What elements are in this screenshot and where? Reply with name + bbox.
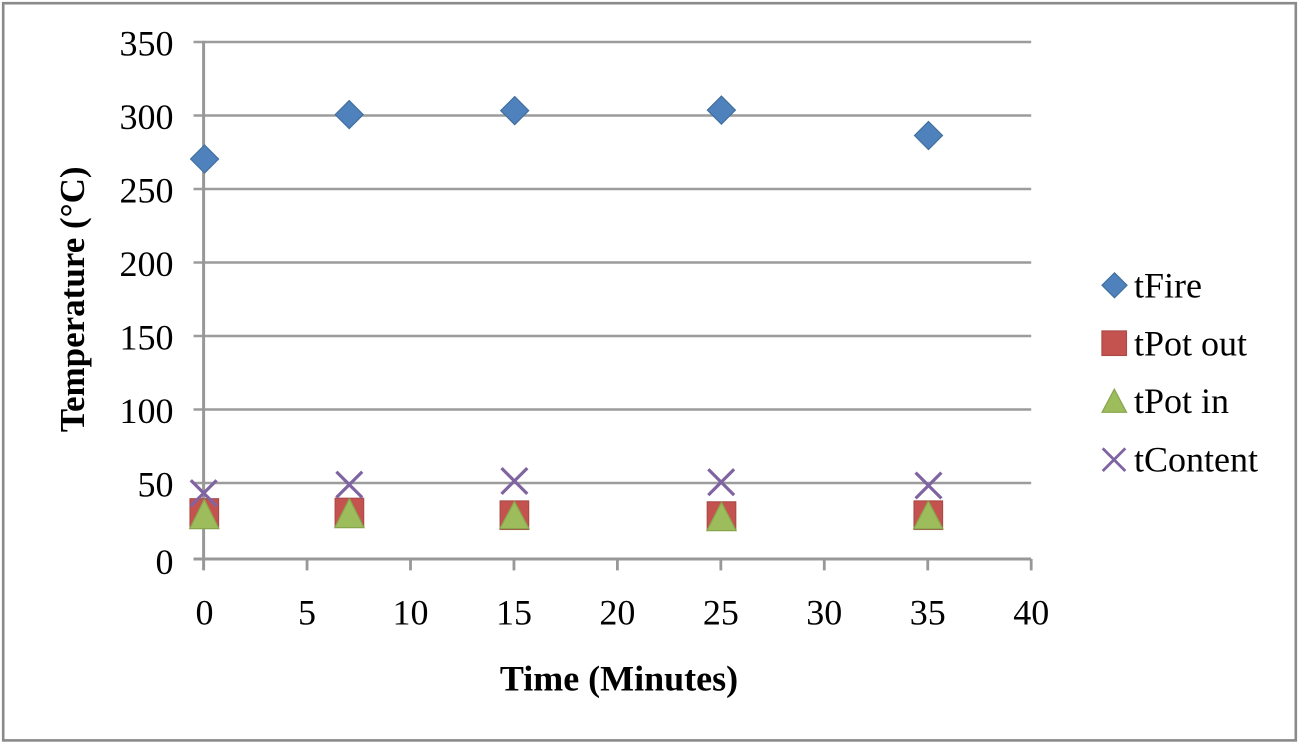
svg-text:25: 25 [703, 593, 739, 633]
svg-text:30: 30 [806, 593, 842, 633]
svg-text:100: 100 [120, 391, 174, 431]
svg-text:350: 350 [120, 24, 174, 64]
svg-text:150: 150 [120, 318, 174, 358]
svg-text:20: 20 [599, 593, 635, 633]
svg-text:tPot in: tPot in [1134, 381, 1229, 421]
svg-text:tPot out: tPot out [1134, 324, 1247, 364]
svg-text:5: 5 [298, 593, 316, 633]
svg-text:tContent: tContent [1134, 440, 1258, 480]
svg-text:Temperature (°C): Temperature (°C) [53, 166, 92, 432]
svg-text:0: 0 [196, 593, 214, 633]
svg-text:50: 50 [138, 465, 174, 505]
svg-text:250: 250 [120, 171, 174, 211]
svg-text:15: 15 [496, 593, 532, 633]
svg-text:10: 10 [393, 593, 429, 633]
svg-text:40: 40 [1013, 593, 1049, 633]
svg-text:Time (Minutes): Time (Minutes) [500, 659, 738, 699]
svg-text:300: 300 [120, 97, 174, 137]
svg-text:tFire: tFire [1134, 266, 1202, 306]
svg-text:35: 35 [910, 593, 946, 633]
svg-text:0: 0 [156, 542, 174, 582]
svg-text:200: 200 [120, 244, 174, 284]
